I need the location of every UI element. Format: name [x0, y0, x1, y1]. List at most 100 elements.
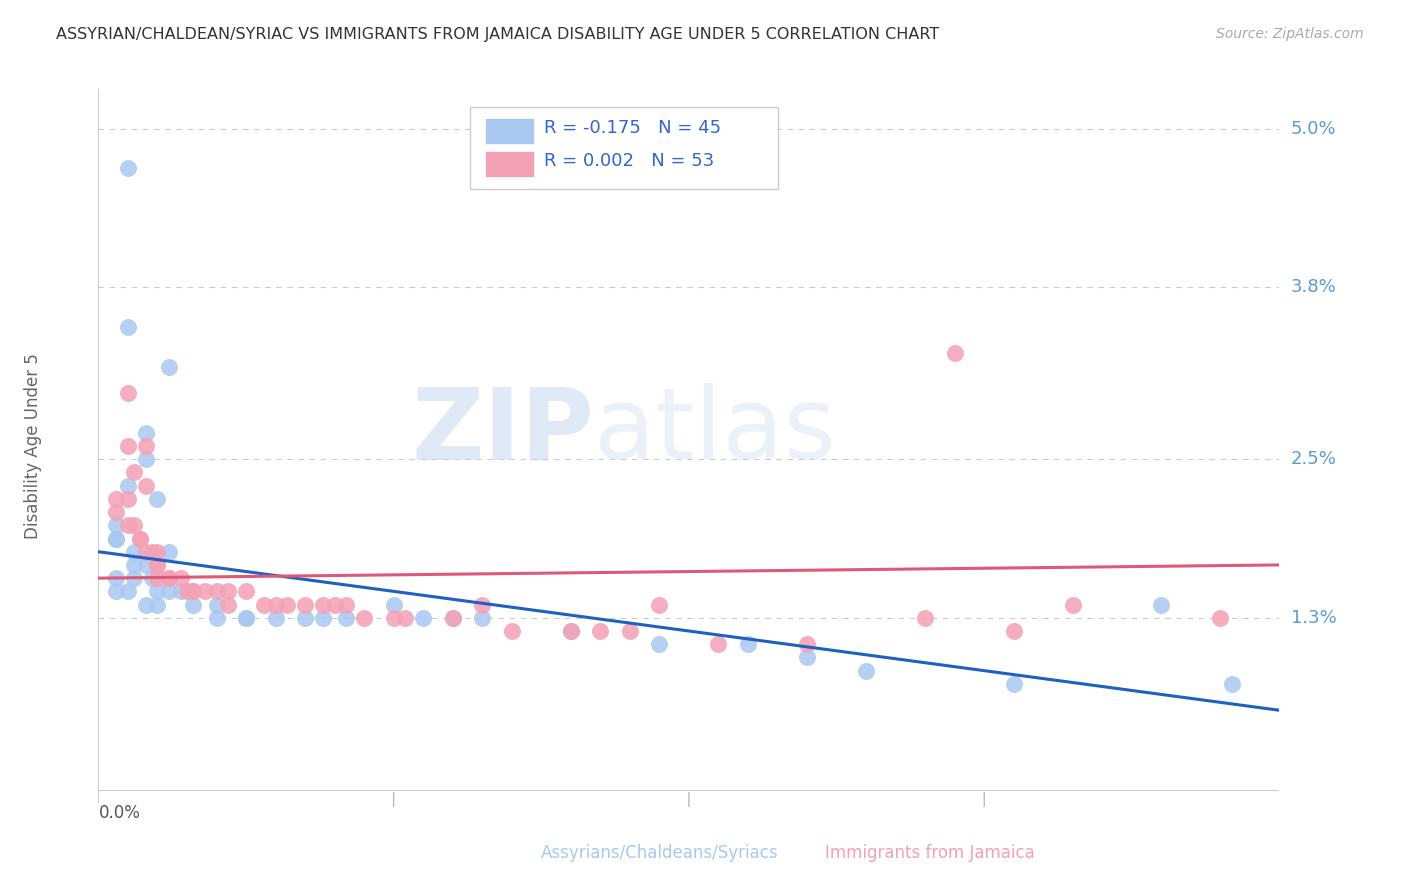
Text: atlas: atlas [595, 384, 837, 480]
Point [235, 611, 257, 625]
Point [501, 624, 523, 638]
Text: Assyrians/Chaldeans/Syriacs: Assyrians/Chaldeans/Syriacs [541, 844, 779, 862]
Point [105, 532, 128, 546]
Text: R = -0.175   N = 45: R = -0.175 N = 45 [544, 120, 721, 137]
Text: R = 0.002   N = 53: R = 0.002 N = 53 [544, 153, 714, 170]
Point [1209, 611, 1232, 625]
Point [264, 611, 287, 625]
Text: 2.5%: 2.5% [1291, 450, 1337, 468]
Point [312, 598, 335, 612]
FancyBboxPatch shape [471, 107, 778, 189]
Point [441, 611, 464, 625]
Point [589, 624, 612, 638]
Point [943, 346, 966, 360]
Point [170, 584, 193, 599]
Point [135, 558, 157, 572]
Text: 5.0%: 5.0% [1291, 120, 1336, 138]
Point [648, 637, 671, 651]
Point [560, 624, 582, 638]
Point [122, 518, 145, 533]
Point [117, 518, 139, 533]
Point [382, 611, 405, 625]
Point [122, 466, 145, 480]
Point [205, 611, 228, 625]
Point [205, 584, 228, 599]
Point [194, 584, 217, 599]
Point [276, 598, 298, 612]
Text: ZIP: ZIP [412, 384, 595, 480]
Point [382, 598, 405, 612]
Point [181, 584, 204, 599]
Point [312, 611, 335, 625]
Point [122, 545, 145, 559]
Point [412, 611, 434, 625]
Point [157, 571, 180, 585]
Point [105, 584, 128, 599]
Point [796, 650, 818, 665]
Point [235, 611, 257, 625]
Point [146, 545, 169, 559]
Point [1220, 677, 1243, 691]
Point [157, 545, 180, 559]
Point [122, 571, 145, 585]
Point [135, 478, 157, 492]
FancyBboxPatch shape [783, 844, 818, 863]
Point [353, 611, 375, 625]
FancyBboxPatch shape [485, 119, 534, 145]
FancyBboxPatch shape [501, 844, 536, 863]
Point [105, 491, 128, 506]
Point [796, 637, 818, 651]
Point [648, 598, 671, 612]
Point [264, 598, 287, 612]
Point [117, 491, 139, 506]
Text: ASSYRIAN/CHALDEAN/SYRIAC VS IMMIGRANTS FROM JAMAICA DISABILITY AGE UNDER 5 CORRE: ASSYRIAN/CHALDEAN/SYRIAC VS IMMIGRANTS F… [56, 27, 939, 42]
Point [335, 598, 357, 612]
Point [146, 598, 169, 612]
Point [294, 598, 316, 612]
Point [1002, 624, 1025, 638]
Point [181, 584, 204, 599]
Point [394, 611, 416, 625]
Point [157, 571, 180, 585]
Point [117, 584, 139, 599]
Point [135, 425, 157, 440]
Point [105, 532, 128, 546]
Text: Source: ZipAtlas.com: Source: ZipAtlas.com [1216, 27, 1364, 41]
Point [135, 452, 157, 467]
Point [1002, 677, 1025, 691]
Point [707, 637, 730, 651]
FancyBboxPatch shape [485, 152, 534, 177]
Point [117, 320, 139, 334]
Point [128, 532, 150, 546]
Point [294, 611, 316, 625]
Point [737, 637, 759, 651]
Text: 1.3%: 1.3% [1291, 609, 1336, 627]
Point [117, 478, 139, 492]
Point [146, 558, 169, 572]
Point [117, 386, 139, 401]
Point [141, 571, 163, 585]
Point [441, 611, 464, 625]
Point [560, 624, 582, 638]
Point [146, 571, 169, 585]
Point [471, 598, 494, 612]
Point [235, 584, 257, 599]
Point [105, 505, 128, 519]
Point [128, 532, 150, 546]
Point [335, 611, 357, 625]
Point [135, 439, 157, 453]
Point [170, 571, 193, 585]
Point [855, 664, 877, 678]
Point [157, 359, 180, 374]
Text: 3.8%: 3.8% [1291, 278, 1336, 296]
Point [217, 584, 239, 599]
Point [105, 518, 128, 533]
Point [135, 598, 157, 612]
Point [1150, 598, 1173, 612]
Point [323, 598, 346, 612]
Point [217, 598, 239, 612]
Point [253, 598, 276, 612]
Point [914, 611, 936, 625]
Point [146, 584, 169, 599]
Point [141, 545, 163, 559]
